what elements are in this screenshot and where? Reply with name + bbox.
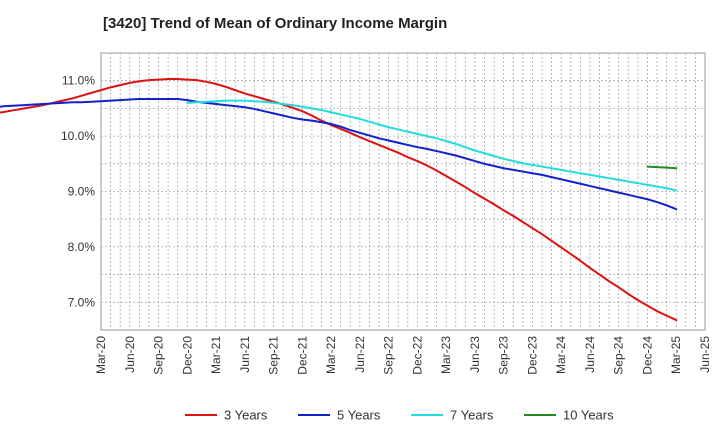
x-tick-label: Jun-24 bbox=[583, 336, 597, 373]
y-tick-label: 8.0% bbox=[68, 240, 96, 254]
legend-label-2: 5 Years bbox=[337, 408, 381, 423]
x-tick-label: Jun-20 bbox=[123, 336, 137, 373]
chart-title: [3420] Trend of Mean of Ordinary Income … bbox=[103, 15, 448, 32]
series-lines bbox=[0, 78, 678, 322]
x-tick-label: Dec-20 bbox=[180, 336, 194, 375]
x-tick-label: Dec-21 bbox=[295, 336, 309, 375]
x-tick-label: Jun-23 bbox=[468, 336, 482, 373]
series-line-1 bbox=[0, 78, 678, 322]
x-tick-label: Jun-25 bbox=[698, 336, 712, 373]
legend-label-3: 7 Years bbox=[450, 408, 494, 423]
series-line-3 bbox=[186, 99, 678, 192]
x-tick-label: Sep-20 bbox=[152, 336, 166, 375]
legend-label-4: 10 Years bbox=[563, 408, 614, 423]
x-tick-label: Sep-21 bbox=[267, 336, 281, 375]
y-tick-label: 11.0% bbox=[62, 74, 95, 88]
x-tick-label: Jun-22 bbox=[353, 336, 367, 373]
x-tick-label: Jun-21 bbox=[238, 336, 252, 373]
series-line-2 bbox=[0, 97, 678, 211]
x-tick-label: Sep-24 bbox=[612, 336, 626, 375]
grid bbox=[100, 52, 706, 331]
x-tick-label: Sep-22 bbox=[382, 336, 396, 375]
x-tick-label: Dec-23 bbox=[525, 336, 539, 375]
x-tick-label: Mar-23 bbox=[439, 336, 453, 374]
y-tick-label: 10.0% bbox=[61, 129, 95, 143]
x-tick-label: Sep-23 bbox=[497, 336, 511, 375]
x-tick-label: Dec-24 bbox=[640, 336, 654, 375]
y-tick-label: 9.0% bbox=[68, 185, 96, 199]
series-line-4 bbox=[646, 165, 678, 170]
x-tick-label: Mar-24 bbox=[554, 336, 568, 374]
x-tick-label: Mar-22 bbox=[324, 336, 338, 374]
axes: 7.0% 8.0% 9.0% 10.0% 11.0% Mar-20 Jun-20 Sep-20… bbox=[61, 74, 712, 375]
x-tick-label: Dec-22 bbox=[410, 336, 424, 375]
y-tick-label: 7.0% bbox=[68, 295, 96, 309]
x-tick-label: Mar-20 bbox=[94, 336, 108, 374]
legend-label-1: 3 Years bbox=[224, 408, 268, 423]
x-tick-label: Mar-25 bbox=[669, 336, 683, 374]
x-tick-label: Mar-21 bbox=[209, 336, 223, 374]
legend: 3 Years 5 Years 7 Years 10 Years bbox=[185, 408, 614, 423]
